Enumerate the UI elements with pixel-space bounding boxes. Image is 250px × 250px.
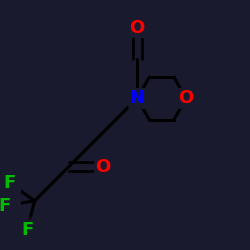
Text: N: N [130,90,144,108]
Text: F: F [21,221,33,239]
Text: O: O [178,90,194,108]
Text: F: F [3,174,16,192]
Text: O: O [130,18,145,36]
Text: O: O [95,158,110,176]
Text: F: F [0,197,10,215]
